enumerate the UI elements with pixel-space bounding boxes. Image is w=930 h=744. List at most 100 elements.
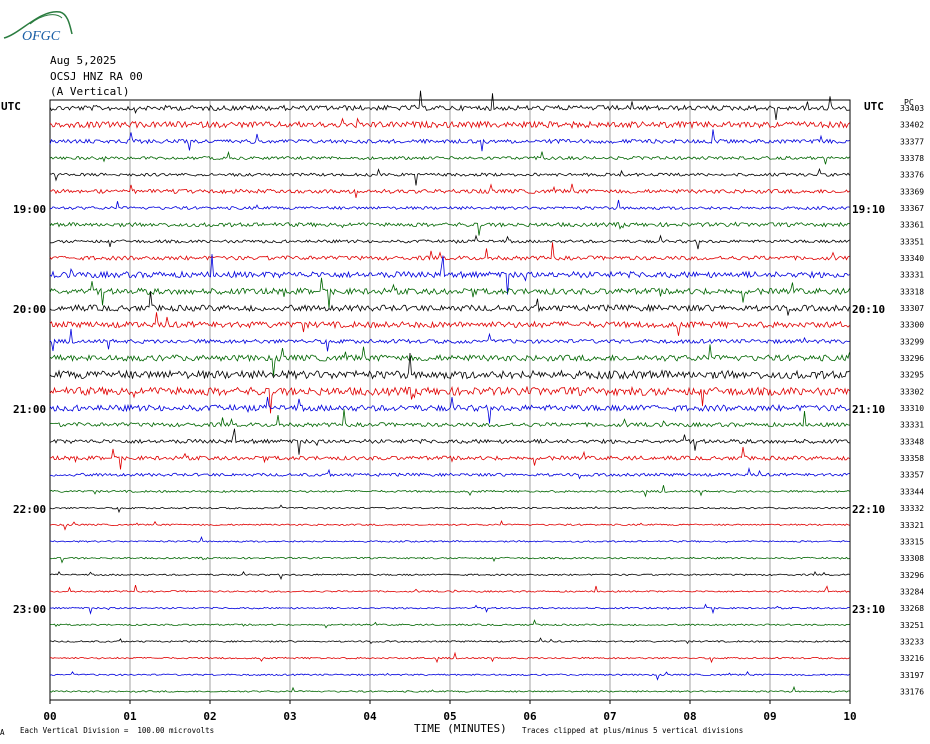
time-label-right: 22:10: [852, 503, 886, 516]
trace-row: [49, 150, 850, 165]
trace-right-value: 33376: [900, 171, 924, 180]
trace-row: [49, 352, 850, 381]
trace-right-value: 33348: [900, 437, 924, 446]
trace-row: [50, 556, 850, 564]
trace-right-value: 33284: [900, 587, 924, 596]
time-label-right: 20:10: [852, 303, 886, 316]
x-tick-label: 00: [43, 710, 56, 723]
trace-right-value: 33358: [900, 454, 924, 463]
trace-row: [49, 242, 850, 261]
trace-right-value: 33344: [900, 487, 924, 496]
trace-row: [49, 446, 850, 470]
trace-row: [49, 467, 850, 480]
trace-right-value: 33216: [900, 654, 924, 663]
header-station: OCSJ HNZ RA 00: [50, 70, 143, 83]
trace-row: [49, 291, 850, 316]
trace-row: [49, 670, 850, 681]
time-label-right: 21:10: [852, 403, 886, 416]
x-tick-label: 04: [363, 710, 377, 723]
trace-row: [49, 199, 850, 211]
trace-right-value: 33332: [900, 504, 924, 513]
header-date: Aug 5,2025: [50, 54, 117, 67]
trace-row: [49, 277, 850, 309]
trace-right-value: 33340: [900, 254, 924, 263]
trace-right-value: 33378: [900, 154, 924, 163]
x-tick-label: 07: [603, 710, 616, 723]
footer-clip-note: Traces clipped at plus/minus 5 vertical …: [522, 726, 744, 735]
footer-scale-note: Each Vertical Division = 100.00 microvol…: [20, 726, 215, 735]
time-label-left: 22:00: [13, 503, 47, 516]
trace-right-value: 33268: [900, 604, 924, 613]
trace-row: [49, 328, 850, 352]
trace-right-value: 33296: [900, 354, 924, 363]
trace-right-value: 33310: [900, 404, 924, 413]
trace-right-value: 33197: [900, 671, 924, 680]
trace-row: [49, 584, 850, 593]
trace-row: [49, 520, 850, 531]
trace-row: [49, 619, 850, 629]
trace-row: [49, 221, 850, 236]
x-tick-label: 08: [683, 710, 696, 723]
trace-right-value: 33295: [900, 371, 924, 380]
time-label-left: 23:00: [13, 603, 47, 616]
trace-right-value: 33315: [900, 537, 924, 546]
trace-right-value: 33403: [900, 104, 924, 113]
time-label-left: 19:00: [13, 203, 47, 216]
trace-row: [49, 117, 850, 130]
trace-row: [49, 485, 850, 498]
trace-row: [49, 408, 850, 428]
time-label-left: 20:00: [13, 303, 47, 316]
trace-right-value: 33176: [900, 687, 924, 696]
x-tick-label: 01: [123, 710, 137, 723]
trace-row: [49, 685, 850, 693]
trace-right-value: 33308: [900, 554, 924, 563]
trace-row: [49, 651, 850, 664]
trace-right-value: 33307: [900, 304, 924, 313]
trace-right-value: 33402: [900, 121, 924, 130]
x-tick-label: 06: [523, 710, 537, 723]
trace-right-value: 33300: [900, 321, 924, 330]
trace-right-value: 33367: [900, 204, 924, 213]
trace-right-value: 33331: [900, 421, 924, 430]
trace-right-value: 33357: [900, 471, 924, 480]
time-label-right: 19:10: [852, 203, 886, 216]
x-tick-label: 09: [763, 710, 776, 723]
trace-row: [49, 637, 850, 645]
trace-row: [49, 504, 850, 514]
ofgc-logo: OFGC: [3, 11, 73, 44]
trace-right-value: 33351: [900, 237, 924, 246]
trace-row: [50, 234, 850, 250]
trace-row: [49, 254, 850, 295]
trace-right-value: 33233: [900, 637, 924, 646]
x-tick-label: 10: [843, 710, 856, 723]
x-axis-title: TIME (MINUTES): [414, 722, 507, 735]
trace-right-value: 33302: [900, 387, 924, 396]
trace-row: [49, 344, 850, 376]
trace-row: [49, 183, 850, 198]
x-tick-label: 03: [283, 710, 296, 723]
trace-right-value: 33361: [900, 221, 924, 230]
trace-right-value: 33321: [900, 521, 924, 530]
trace-row: [49, 129, 850, 152]
trace-row: [49, 603, 850, 615]
logo-text: OFGC: [22, 29, 61, 44]
trace-right-value: 33331: [900, 271, 924, 280]
trace-row: [49, 570, 850, 580]
trace-right-value: 33318: [900, 287, 924, 296]
right-corner-label: PC: [904, 98, 914, 107]
trace-row: [49, 385, 850, 414]
trace-row: [49, 312, 850, 336]
trace-right-value: 33299: [900, 337, 924, 346]
left-timezone: UTC: [1, 100, 21, 113]
x-tick-label: 02: [203, 710, 216, 723]
footer-corner-mark: A: [0, 728, 5, 737]
trace-row: [49, 396, 850, 424]
logo-swoosh: [3, 11, 73, 39]
logo-swoosh-inner: [29, 14, 63, 25]
trace-row: [49, 167, 850, 186]
trace-right-value: 33296: [900, 571, 924, 580]
trace-row: [49, 90, 850, 121]
header-component: (A Vertical): [50, 85, 130, 98]
trace-row: [49, 535, 850, 544]
